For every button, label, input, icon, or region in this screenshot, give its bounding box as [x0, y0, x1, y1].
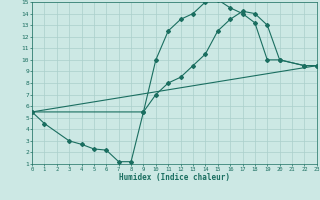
X-axis label: Humidex (Indice chaleur): Humidex (Indice chaleur) — [119, 173, 230, 182]
